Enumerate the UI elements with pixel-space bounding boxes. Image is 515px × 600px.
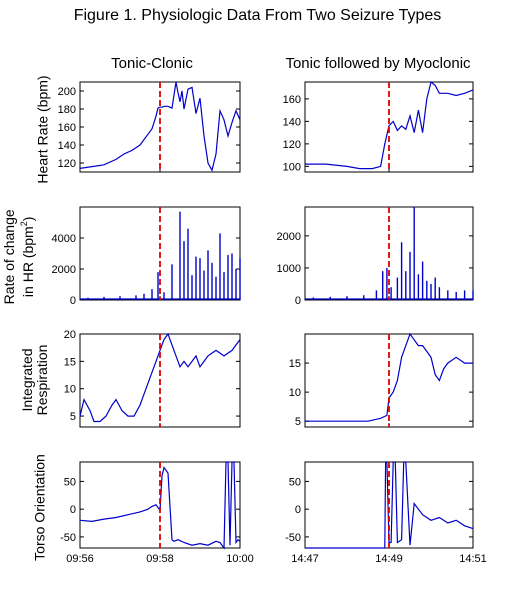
- ytick-label-rate-change-left: 0: [70, 295, 76, 307]
- xtick-label-right: 14:51: [459, 553, 487, 565]
- series-line-torso-right: [305, 461, 474, 549]
- column-title-tonic-myoclonic: Tonic followed by Myoclonic: [285, 55, 471, 72]
- ytick-label-heart-rate-right: 100: [283, 161, 301, 173]
- ytick-label-respiration-right: 15: [289, 358, 301, 370]
- ytick-label-respiration-left: 5: [70, 411, 76, 423]
- series-line-heart-rate-right: [305, 80, 474, 170]
- ytick-label-heart-rate-right: 120: [283, 139, 301, 151]
- ytick-label-heart-rate-left: 120: [58, 158, 76, 170]
- ytick-label-heart-rate-left: 160: [58, 122, 76, 134]
- ytick-label-heart-rate-right: 160: [283, 94, 301, 106]
- ytick-label-respiration-right: 10: [289, 387, 301, 399]
- xtick-label-right: 14:49: [375, 553, 403, 565]
- ytick-label-torso-right: -50: [285, 532, 301, 544]
- ytick-label-respiration-right: 5: [295, 416, 301, 428]
- ytick-label-respiration-left: 20: [64, 329, 76, 341]
- xtick-label-left: 09:56: [66, 553, 94, 565]
- series-line-torso-left: [79, 461, 241, 550]
- column-title-tonic-clonic: Tonic-Clonic: [111, 55, 193, 72]
- ytick-label-respiration-left: 10: [64, 384, 76, 396]
- ytick-label-heart-rate-right: 140: [283, 116, 301, 128]
- series-line-heart-rate-left: [79, 81, 241, 172]
- xtick-label-left: 09:58: [146, 553, 174, 565]
- series-line-respiration-right: [305, 332, 473, 422]
- ytick-label-rate-change-left: 2000: [52, 264, 76, 276]
- figure-title: Figure 1. Physiologic Data From Two Seiz…: [73, 7, 442, 24]
- ytick-label-respiration-left: 15: [64, 356, 76, 368]
- ytick-label-rate-change-right: 2000: [277, 231, 301, 243]
- ytick-label-rate-change-right: 1000: [277, 263, 301, 275]
- ytick-label-torso-left: 0: [70, 504, 76, 516]
- ytick-label-torso-left: 50: [64, 476, 76, 488]
- ytick-label-heart-rate-left: 140: [58, 140, 76, 152]
- ytick-label-torso-right: 50: [289, 476, 301, 488]
- ytick-label-torso-right: 0: [295, 504, 301, 516]
- xtick-label-left: 10:00: [226, 553, 254, 565]
- ytick-label-rate-change-right: 0: [295, 295, 301, 307]
- series-line-respiration-left: [79, 332, 241, 423]
- ytick-label-heart-rate-left: 180: [58, 104, 76, 116]
- ytick-label-rate-change-left: 4000: [52, 233, 76, 245]
- ytick-label-torso-left: -50: [60, 532, 76, 544]
- xtick-label-right: 14:47: [291, 553, 319, 565]
- ytick-label-heart-rate-left: 200: [58, 86, 76, 98]
